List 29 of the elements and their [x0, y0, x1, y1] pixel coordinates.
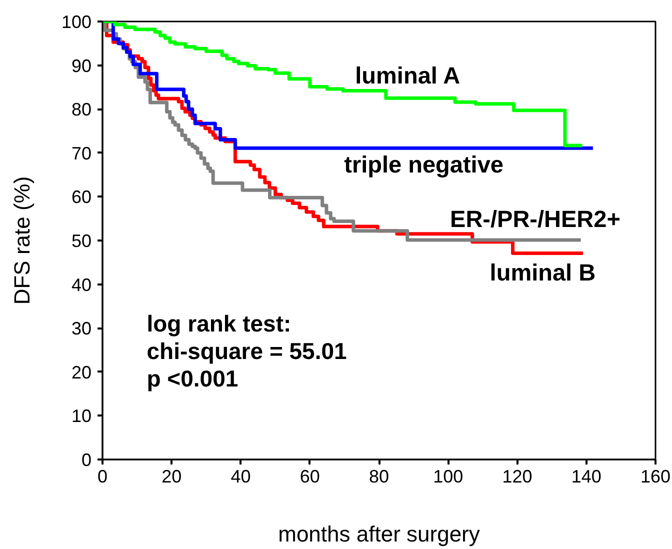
y-tick-label: 70 [71, 143, 92, 164]
y-tick-label: 30 [71, 318, 92, 339]
x-tick-label: 20 [162, 466, 182, 486]
x-axis-title: months after surgery [278, 522, 480, 546]
x-tick-label: 0 [97, 466, 108, 486]
x-tick-label: 60 [300, 466, 320, 486]
y-tick-label: 80 [71, 100, 92, 120]
x-tick-label: 140 [571, 466, 602, 486]
y-tick-label: 60 [71, 187, 92, 208]
y-tick-label: 40 [71, 274, 92, 295]
x-tick-label: 80 [368, 466, 390, 486]
y-tick-label: 20 [71, 362, 92, 382]
x-tick-label: 40 [230, 466, 251, 486]
annotation: p <0.001 [146, 366, 238, 392]
y-tick-label: 90 [71, 56, 92, 76]
y-tick-label: 10 [71, 406, 92, 426]
series-label: ER-/PR-/HER2+ [450, 206, 620, 232]
x-tick-label: 100 [433, 466, 464, 486]
y-tick-label: 100 [61, 12, 92, 32]
y-tick-label: 50 [71, 231, 92, 251]
x-tick-label: 160 [640, 466, 671, 486]
annotation: log rank test: [146, 310, 292, 337]
series-label: luminal B [490, 260, 596, 286]
y-tick-label: 0 [81, 450, 92, 470]
x-tick-label: 120 [502, 466, 532, 486]
annotation: chi-square = 55.01 [146, 338, 348, 364]
y-axis-title: DFS rate (%) [9, 176, 34, 305]
series-label: luminal A [355, 62, 460, 88]
series-label: triple negative [344, 152, 504, 178]
